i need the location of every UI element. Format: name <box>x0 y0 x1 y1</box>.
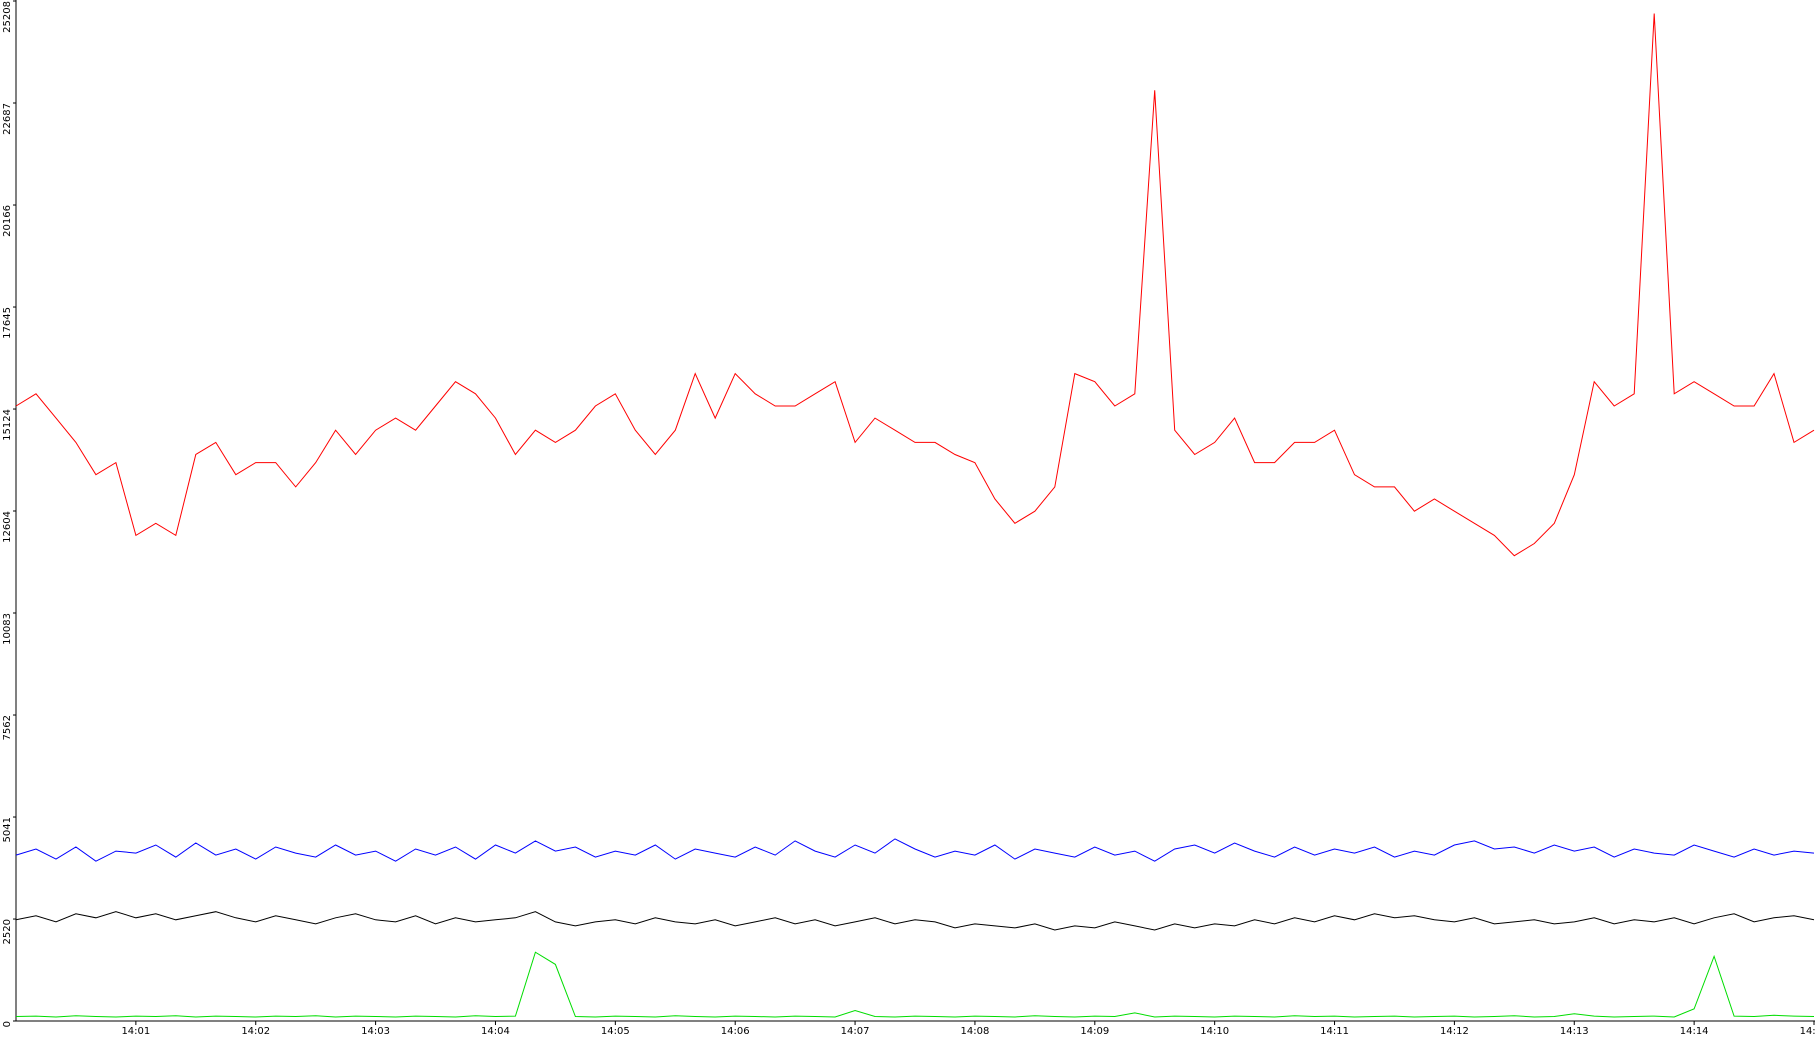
y-tick-label: 25208 <box>2 1 13 33</box>
series-line <box>15 838 1815 862</box>
y-tick-label: 2520 <box>2 919 13 944</box>
y-tick-label: 0 <box>2 1021 13 1027</box>
y-tick-label: 12604 <box>2 511 13 543</box>
y-tick-label: 22687 <box>2 103 13 135</box>
y-tick-label: 17645 <box>2 307 13 339</box>
x-tick-label: 14:12 <box>1440 1026 1469 1037</box>
series-line <box>15 13 1815 557</box>
x-tick-label: 14:11 <box>1320 1026 1349 1037</box>
x-tick-label: 14:08 <box>961 1026 990 1037</box>
y-tick-label: 10083 <box>2 613 13 645</box>
x-tick-label: 14:10 <box>1200 1026 1229 1037</box>
x-tick-label: 14:02 <box>241 1026 270 1037</box>
y-tick-label: 7562 <box>2 715 13 740</box>
x-tick-label: 14:14 <box>1680 1026 1709 1037</box>
y-tick-label: 20166 <box>2 205 13 237</box>
plot-area <box>15 13 1815 1018</box>
y-tick-label: 15124 <box>2 409 13 441</box>
x-tick-label: 14:13 <box>1560 1026 1589 1037</box>
y-tick-label: 5041 <box>2 817 13 842</box>
series-line <box>15 911 1815 931</box>
x-tick-label: 14:15 <box>1800 1026 1815 1037</box>
x-tick-label: 14:05 <box>601 1026 630 1037</box>
x-tick-label: 14:09 <box>1080 1026 1109 1037</box>
x-tick-label: 14:03 <box>361 1026 390 1037</box>
x-tick-label: 14:04 <box>481 1026 510 1037</box>
series-line <box>15 951 1815 1018</box>
x-tick-label: 14:01 <box>121 1026 150 1037</box>
x-tick-label: 14:07 <box>841 1026 870 1037</box>
x-tick-label: 14:06 <box>721 1026 750 1037</box>
